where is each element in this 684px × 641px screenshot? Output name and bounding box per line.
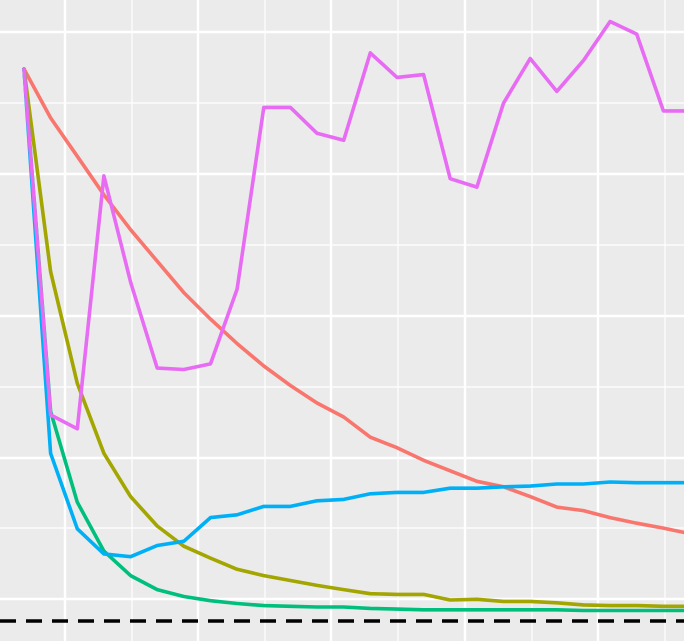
series-line-1 xyxy=(22,67,684,535)
series-line-2 xyxy=(22,67,684,609)
series-lines xyxy=(22,19,684,613)
series-line-5 xyxy=(22,19,684,431)
series-line-4 xyxy=(22,67,684,559)
series-line-3 xyxy=(22,67,684,613)
